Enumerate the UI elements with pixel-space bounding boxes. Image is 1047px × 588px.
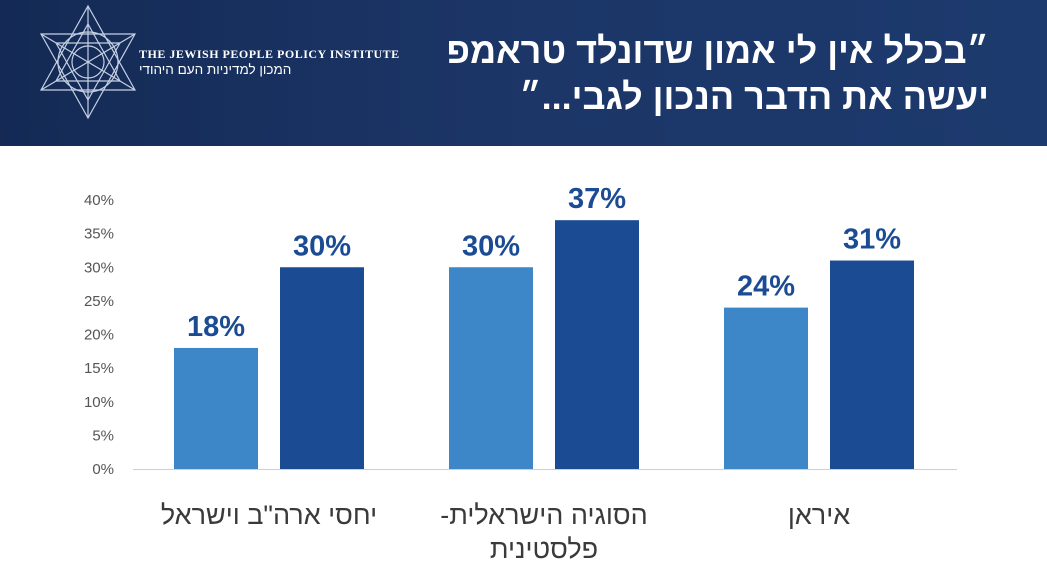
y-tick-label: 10%: [84, 394, 114, 411]
bar-chart: 0% 5% 10% 15% 20% 25% 30% 35% 40% 18% 30% 24% 30% 37%…: [84, 183, 957, 478]
header-banner: THE JEWISH PEOPLE POLICY INSTITUTE המכון…: [0, 0, 1047, 146]
x-category-label-line: הסוגיה הישראלית-: [440, 500, 648, 530]
x-category-label: יחסי ארה"ב וישראל: [99, 498, 439, 532]
bar: [280, 267, 364, 469]
title-line-2: יעשה את הדבר הנכון לגבי...״: [519, 76, 989, 117]
y-tick-label: 5%: [92, 427, 114, 444]
x-category-label-line: יחסי ארה"ב וישראל: [160, 500, 378, 530]
data-label: 30%: [462, 230, 520, 262]
data-label: 24%: [737, 271, 795, 303]
y-tick-label: 15%: [84, 360, 114, 377]
y-tick-label: 30%: [84, 259, 114, 276]
star-of-david-logo-icon: [39, 4, 137, 120]
y-tick-label: 20%: [84, 327, 114, 344]
data-label: 37%: [568, 183, 626, 215]
x-category-label-line: פלסטינית: [489, 534, 599, 564]
y-tick-label: 35%: [84, 226, 114, 243]
y-tick-label: 25%: [84, 293, 114, 310]
x-category-label: הסוגיה הישראלית- פלסטינית: [374, 498, 714, 566]
bar: [174, 347, 258, 469]
x-category-label-line: איראן: [787, 500, 851, 530]
logo-english-text: THE JEWISH PEOPLE POLICY INSTITUTE: [139, 47, 400, 61]
bar: [449, 267, 533, 469]
logo-hebrew-text: המכון למדיניות העם היהודי: [139, 62, 292, 77]
bar: [830, 260, 914, 469]
data-label: 30%: [293, 230, 351, 262]
page-title: ״בכלל אין לי אמון שדונלד טראמפ יעשה את ה…: [349, 28, 990, 120]
x-category-label: איראן: [649, 498, 989, 532]
bar: [724, 307, 808, 469]
y-tick-label: 40%: [84, 192, 114, 209]
data-label: 31%: [843, 224, 901, 256]
title-line-1: ״בכלל אין לי אמון שדונלד טראמפ: [446, 30, 990, 71]
bar: [555, 220, 639, 469]
data-label: 18%: [187, 311, 245, 343]
y-tick-label: 0%: [92, 461, 114, 478]
